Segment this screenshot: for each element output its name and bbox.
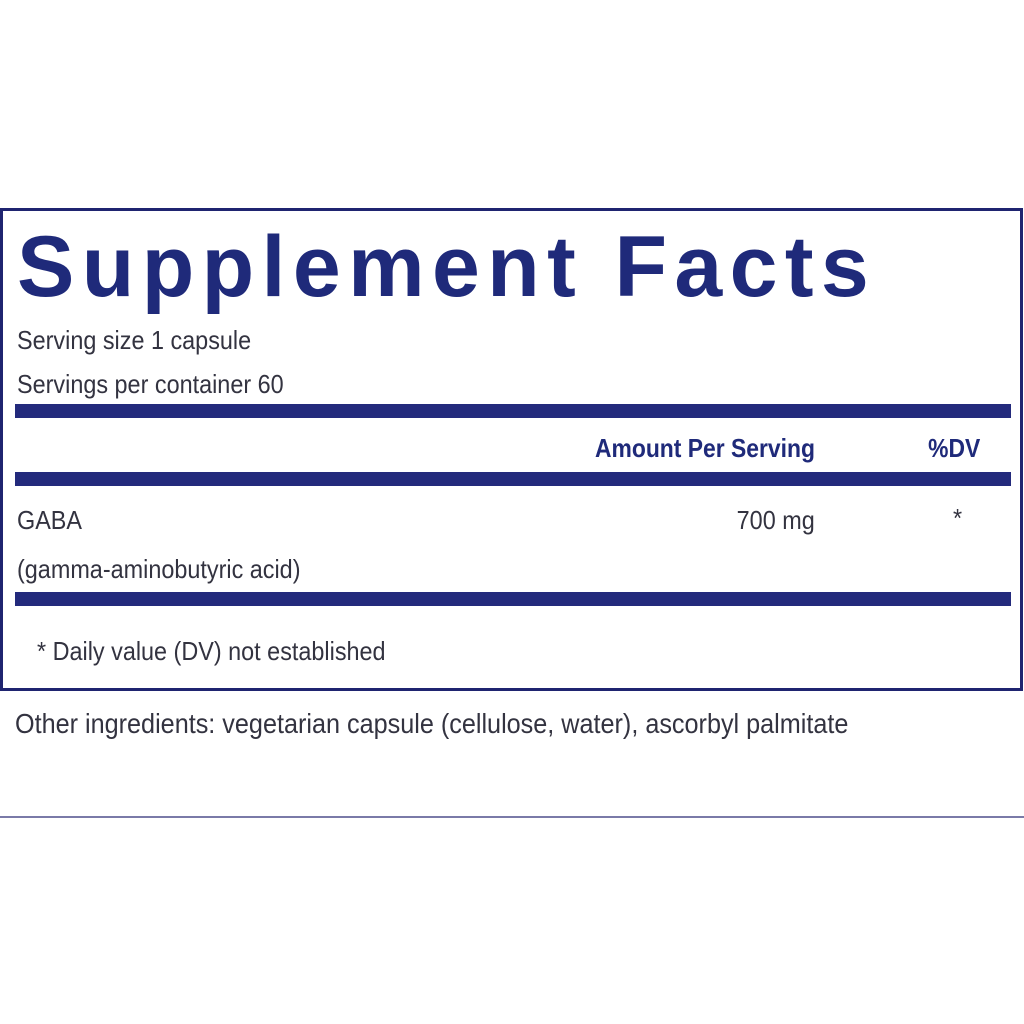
dv-header: %DV (927, 433, 980, 463)
other-ingredients: Other ingredients: vegetarian capsule (c… (15, 708, 849, 739)
divider-bar (15, 404, 1011, 418)
ingredient-dv: * (953, 503, 963, 533)
ingredient-amount: 700 mg (736, 505, 815, 535)
divider-bar (15, 592, 1011, 606)
panel-title: Supplement Facts (17, 219, 877, 315)
divider-bar (15, 472, 1011, 486)
amount-per-serving-header: Amount Per Serving (595, 433, 815, 463)
servings-per-container: Servings per container 60 (17, 369, 284, 399)
ingredient-subname: (gamma-aminobutyric acid) (17, 554, 301, 584)
supplement-facts-panel: Supplement Facts Serving size 1 capsule … (0, 208, 1023, 691)
bottom-rule (0, 816, 1024, 818)
footnote: * Daily value (DV) not established (37, 636, 386, 666)
ingredient-name: GABA (17, 505, 83, 535)
serving-size: Serving size 1 capsule (17, 325, 252, 355)
